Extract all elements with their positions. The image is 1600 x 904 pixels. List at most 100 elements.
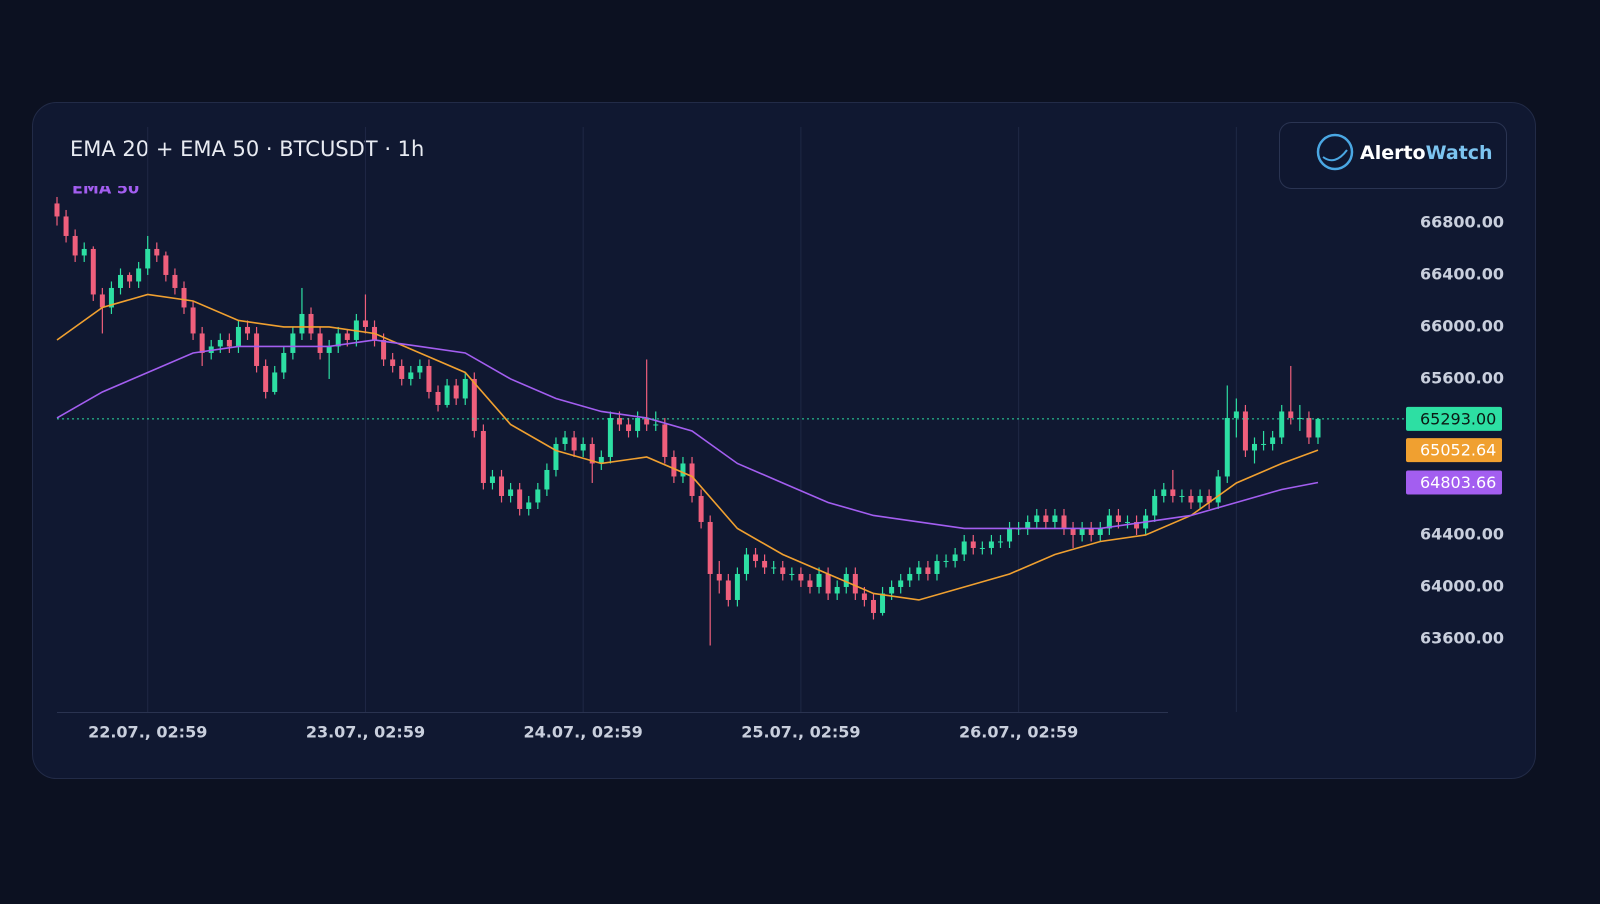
candle-body — [90, 248, 96, 295]
plot: 22.07., 02:59 23.07., 02:59 24.07., 02:59 2… — [54, 127, 1504, 742]
candle-body — [435, 391, 441, 405]
candle-body — [1306, 417, 1312, 438]
candle-body — [925, 567, 931, 574]
candle-body — [127, 274, 133, 282]
logo-box — [1279, 122, 1507, 189]
candle-body — [1152, 495, 1158, 516]
x-tick-label: 24.07., 02:59 — [524, 723, 643, 742]
candle-body — [725, 580, 731, 600]
candle-body — [916, 567, 922, 574]
candle-body — [326, 346, 332, 353]
candle-body — [589, 443, 595, 464]
candle-body — [145, 248, 151, 269]
candle-body — [1079, 528, 1085, 535]
candle-body — [907, 573, 913, 581]
candle-body — [381, 339, 387, 360]
candle-body — [771, 567, 777, 569]
candle-body — [807, 580, 813, 587]
candle-body — [671, 456, 677, 477]
candle-body — [553, 443, 559, 470]
candle-body — [508, 489, 514, 496]
candle-body — [154, 248, 160, 256]
candle-body — [308, 313, 314, 334]
candle-body — [1215, 476, 1221, 503]
candle-body — [798, 573, 804, 581]
candle-body — [1242, 411, 1248, 451]
candle-body — [653, 424, 659, 426]
candle-body — [635, 417, 641, 431]
candle-body — [544, 469, 550, 490]
candle-body — [834, 586, 840, 594]
candle-body — [480, 430, 486, 483]
candle-body — [1115, 515, 1121, 522]
chart-title: EMA 20 + EMA 50 · BTCUSDT · 1h — [70, 137, 424, 161]
candle-body — [780, 567, 786, 574]
candle-body — [1088, 528, 1094, 535]
logo-part: Watch — [1426, 142, 1493, 164]
candle-body — [1061, 515, 1067, 529]
y-tick-label: 66400.00 — [1420, 264, 1504, 283]
candle-body — [136, 268, 142, 282]
candle-body — [1134, 521, 1140, 529]
candle-body — [662, 424, 668, 457]
candle-body — [1288, 411, 1294, 418]
candle-body — [535, 489, 541, 503]
candle-body — [762, 560, 768, 568]
logo-text: AlertoWatch — [1360, 142, 1493, 164]
candle-body — [934, 560, 940, 574]
candle-body — [1007, 528, 1013, 542]
price-tag-label: 64803.66 — [1420, 473, 1496, 492]
logo-icon — [1316, 133, 1354, 171]
candle-body — [444, 385, 450, 405]
candle-body — [680, 463, 686, 477]
candle-body — [753, 554, 759, 561]
candle-body — [789, 573, 795, 575]
candle-body — [254, 333, 260, 366]
candle-body — [734, 573, 740, 600]
candle-body — [1124, 521, 1130, 523]
price-tag — [1406, 438, 1502, 463]
price-tag-label: 65293.00 — [1420, 409, 1496, 428]
candle-body — [526, 502, 532, 509]
candle-body — [408, 372, 414, 379]
candle-body — [843, 573, 849, 587]
candle-body — [1297, 417, 1303, 419]
candle-body — [1261, 443, 1267, 445]
candle-body — [1179, 495, 1185, 497]
candle-body — [317, 333, 323, 353]
candle-body — [943, 560, 949, 562]
candle-body — [1279, 411, 1285, 438]
candle-body — [580, 443, 586, 451]
candle-body — [390, 359, 396, 366]
candle-body — [417, 365, 423, 373]
legend-entry: EMA 50 — [72, 179, 139, 198]
candle-body — [997, 541, 1003, 543]
candle-body — [499, 476, 505, 496]
candle-body — [816, 573, 822, 587]
y-tick-label: 66000.00 — [1420, 316, 1504, 335]
candle-body — [743, 554, 749, 574]
x-tick-label: 22.07., 02:59 — [88, 723, 207, 742]
y-tick-label: 64400.00 — [1420, 524, 1504, 543]
candle-body — [1052, 515, 1058, 522]
candle-body — [616, 417, 622, 425]
candle-body — [961, 541, 967, 555]
candle-body — [571, 437, 577, 451]
candle-body — [517, 489, 523, 509]
candle-body — [362, 320, 368, 327]
candle-body — [1043, 515, 1049, 522]
y-tick-label: 63600.00 — [1420, 628, 1504, 647]
candle-body — [290, 333, 296, 353]
candle-body — [235, 326, 241, 347]
candle-body — [72, 235, 78, 256]
candle-body — [335, 333, 341, 347]
candle-body — [698, 495, 704, 522]
candle-body — [1251, 443, 1257, 451]
candle-body — [54, 203, 60, 217]
candle-body — [1070, 528, 1076, 535]
candle-body — [272, 372, 278, 392]
legend: EMA 50 — [72, 179, 139, 198]
candle-body — [1206, 495, 1212, 503]
